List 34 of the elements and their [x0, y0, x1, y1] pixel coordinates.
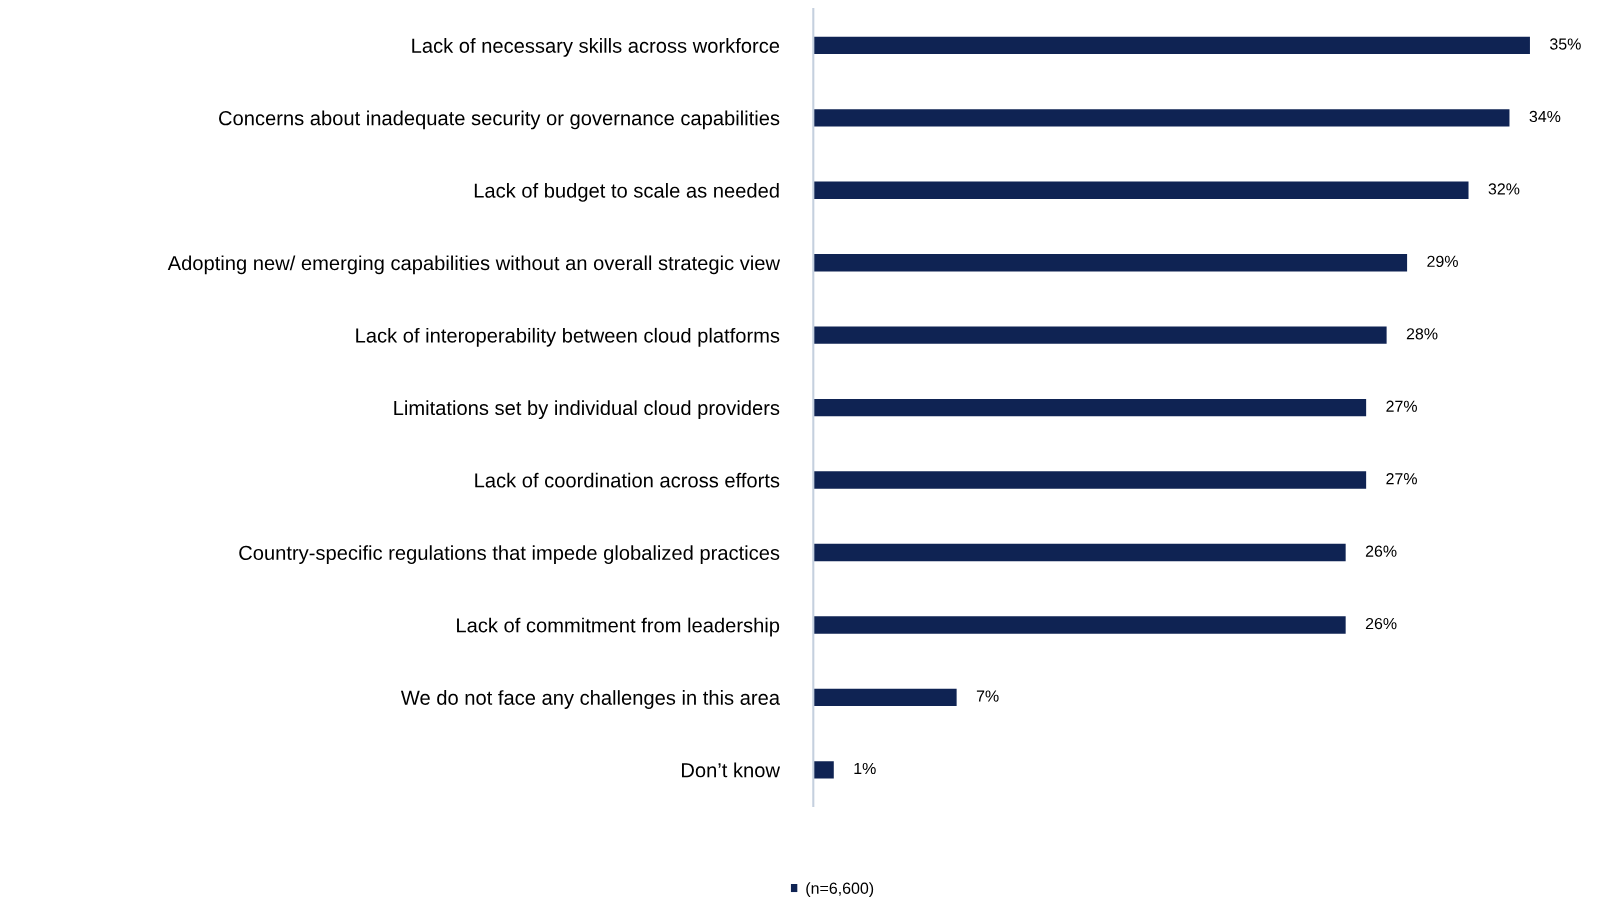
data-label: 26% [1365, 617, 1397, 630]
data-label: 32% [1488, 183, 1520, 195]
y-tick-label: Lack of interoperability between cloud platforms [356, 327, 780, 347]
bar [813, 181, 1469, 199]
bar [813, 761, 834, 779]
y-tick-label: Lack of commitment from leadership [457, 617, 780, 637]
data-label: 27% [1386, 473, 1417, 485]
bar [813, 36, 1530, 55]
bar [813, 326, 1387, 344]
data-label: 26% [1365, 545, 1397, 557]
bar [813, 398, 1367, 417]
y-tick-label: Country-specific regulations that impede globalized practices [239, 545, 780, 564]
y-tick-label: Lack of coordination across efforts [475, 472, 780, 488]
y-tick-label: Adopting new/ emerging capabilities without an overall strategic view [167, 255, 781, 275]
bar [813, 616, 1346, 634]
data-label: 27% [1386, 400, 1417, 412]
bar [813, 543, 1346, 562]
data-label: 1% [854, 762, 876, 775]
bar [813, 688, 957, 707]
y-tick-label: Don’t know [682, 762, 781, 778]
data-label: 34% [1529, 110, 1561, 123]
data-label: 29% [1427, 255, 1458, 268]
y-tick-label: We do not face any challenges in this area [400, 690, 780, 709]
legend-label: (n=6,600) [806, 882, 874, 898]
data-label: 7% [976, 690, 999, 702]
y-tick-label: Concerns about inadequate security or governance capabilities [219, 110, 780, 130]
bar [813, 109, 1510, 127]
y-tick-label: Limitations set by individual cloud providers [394, 400, 780, 420]
y-tick-label: Lack of necessary skills across workforce [412, 38, 780, 57]
bar [813, 254, 1408, 272]
bar [813, 471, 1367, 489]
data-label: 35% [1550, 38, 1581, 50]
y-tick-label: Lack of budget to scale as needed [474, 182, 779, 202]
data-label: 28% [1406, 328, 1438, 340]
